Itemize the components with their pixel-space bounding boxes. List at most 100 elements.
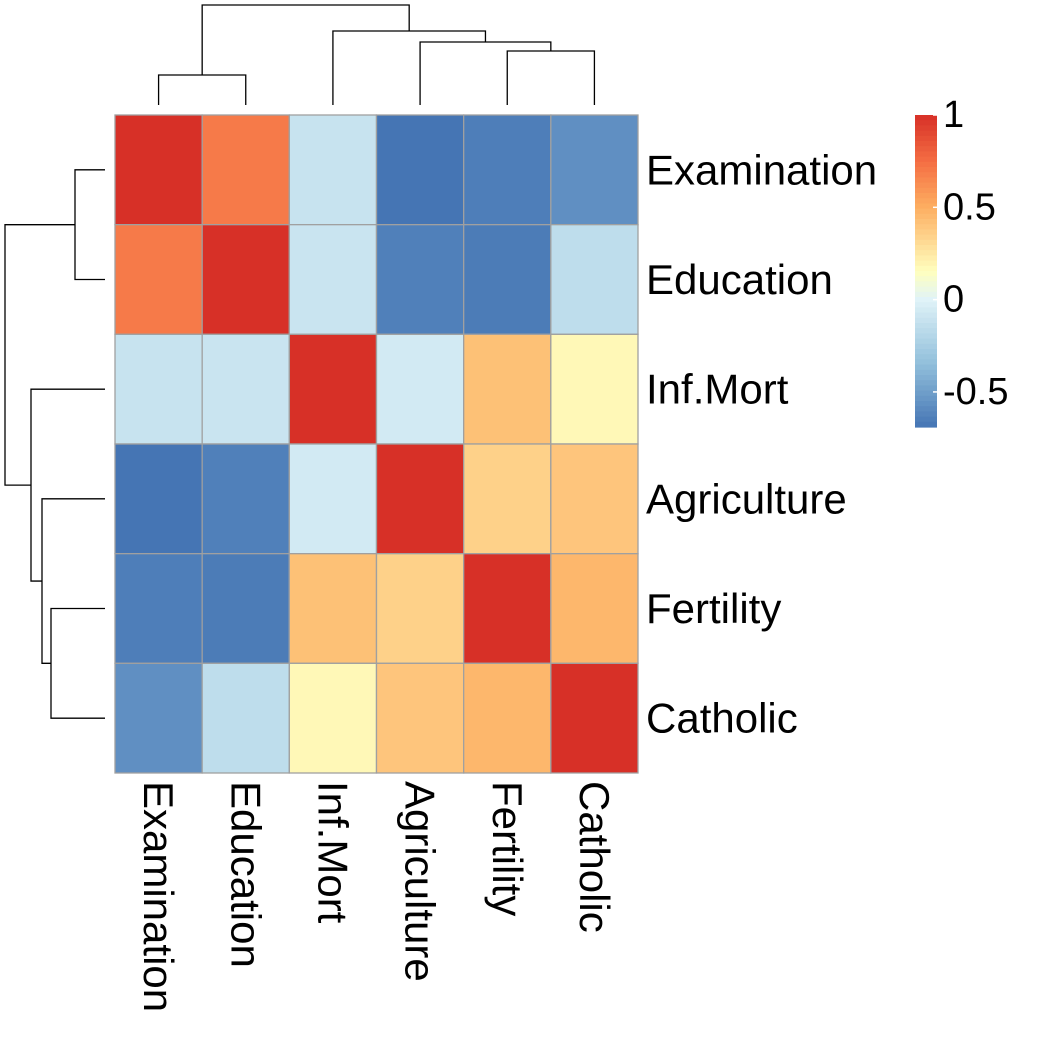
legend-color-band — [915, 182, 937, 189]
legend-color-band — [915, 141, 937, 147]
row-dendrogram — [4, 169, 105, 719]
heatmap-cell — [550, 114, 639, 226]
legend-color-band — [915, 411, 937, 418]
legend-color-band — [915, 302, 937, 308]
legend-color-band — [915, 229, 937, 236]
heatmap-cell — [463, 224, 552, 335]
legend-color-band — [915, 291, 937, 298]
row-label: Agriculture — [646, 475, 847, 522]
legend-color-band — [915, 416, 937, 423]
legend-color-band — [915, 219, 937, 225]
legend-color-band — [915, 395, 937, 402]
legend-color-band — [915, 177, 937, 184]
row-label: Fertility — [646, 585, 781, 632]
legend-color-band — [915, 167, 937, 173]
heatmap-cell — [201, 333, 290, 445]
legend-color-band — [915, 193, 937, 199]
legend-tick-label: 0 — [943, 279, 964, 321]
legend-color-band — [915, 312, 937, 319]
heatmap-cell — [288, 114, 378, 226]
legend-color-band — [915, 380, 937, 386]
color-legend: 1 0.5 0 -0.5 — [915, 94, 1008, 428]
column-label: Education — [222, 781, 269, 968]
heatmap-cell — [463, 662, 552, 774]
legend-color-band — [915, 146, 937, 152]
heatmap-cell — [288, 224, 378, 335]
legend-color-band — [915, 224, 937, 230]
legend-color-band — [915, 161, 937, 168]
legend-color-band — [915, 130, 937, 137]
heatmap-cell — [201, 553, 290, 664]
heatmap-cell — [375, 224, 465, 335]
column-label: Examination — [135, 781, 182, 1012]
heatmap-cell — [550, 224, 639, 335]
legend-color-band — [915, 349, 937, 355]
heatmap-cell — [114, 333, 203, 445]
heatmap-cell — [550, 333, 639, 445]
heatmap-cell — [114, 553, 203, 664]
legend-color-band — [915, 115, 937, 121]
heatmap-cell — [375, 333, 465, 445]
legend-color-band — [915, 401, 937, 407]
legend-color-band — [915, 338, 937, 345]
heatmap-cell — [114, 443, 203, 555]
heatmap-cell — [375, 114, 465, 226]
column-dendrogram — [157, 4, 596, 105]
legend-color-band — [915, 375, 937, 381]
heatmap-cell — [288, 662, 378, 774]
dendrogram-branch — [50, 607, 105, 719]
legend-color-band — [915, 187, 937, 194]
legend-color-band — [915, 203, 937, 210]
column-labels: Examination Education Inf.Mort Agriculture F… — [135, 781, 618, 1012]
dendrogram-branch — [157, 74, 247, 105]
legend-color-band — [915, 255, 937, 262]
row-labels: Examination Education Inf.Mort Agriculture F… — [646, 146, 877, 741]
row-label: Inf.Mort — [646, 366, 789, 413]
dendrogram-branch — [74, 169, 105, 281]
row-label: Education — [646, 256, 833, 303]
legend-color-band — [915, 421, 937, 428]
heatmap-cells — [114, 114, 639, 774]
legend-color-band — [915, 385, 937, 392]
column-label: Catholic — [571, 781, 618, 933]
heatmap-cell — [375, 662, 465, 774]
legend-color-band — [915, 406, 937, 412]
legend-color-band — [915, 156, 937, 163]
column-label: Inf.Mort — [309, 781, 356, 924]
dendrogram-branch — [4, 224, 75, 486]
heatmap-cell — [375, 553, 465, 664]
legend-color-band — [915, 120, 937, 126]
column-label: Fertility — [484, 781, 531, 916]
legend-color-band — [915, 213, 937, 220]
heatmap-cell — [463, 114, 552, 226]
legend-color-band — [915, 328, 937, 334]
heatmap-cell — [114, 224, 203, 335]
column-label: Agriculture — [397, 781, 444, 982]
legend-color-band — [915, 250, 937, 256]
legend-color-band — [915, 265, 937, 272]
heatmap-cell — [288, 333, 378, 445]
row-label: Examination — [646, 146, 877, 193]
legend-color-band — [915, 297, 937, 303]
legend-color-band — [915, 198, 937, 204]
heatmap-cell — [550, 662, 639, 774]
heatmap-cell — [201, 443, 290, 555]
legend-color-band — [915, 343, 937, 350]
heatmap-cell — [463, 333, 552, 445]
legend-color-band — [915, 369, 937, 376]
dendrogram-branch — [506, 50, 596, 105]
legend-color-band — [915, 354, 937, 360]
heatmap-cell — [550, 553, 639, 664]
heatmap-cell — [201, 662, 290, 774]
heatmap-cell — [114, 662, 203, 774]
legend-color-band — [915, 359, 937, 366]
legend-color-band — [915, 151, 937, 158]
legend-color-band — [915, 317, 937, 324]
legend-color-band — [915, 364, 937, 371]
heatmap-cell — [375, 443, 465, 555]
legend-color-band — [915, 234, 937, 241]
legend-color-band — [915, 333, 937, 340]
legend-color-band — [915, 135, 937, 142]
legend-color-band — [915, 260, 937, 267]
